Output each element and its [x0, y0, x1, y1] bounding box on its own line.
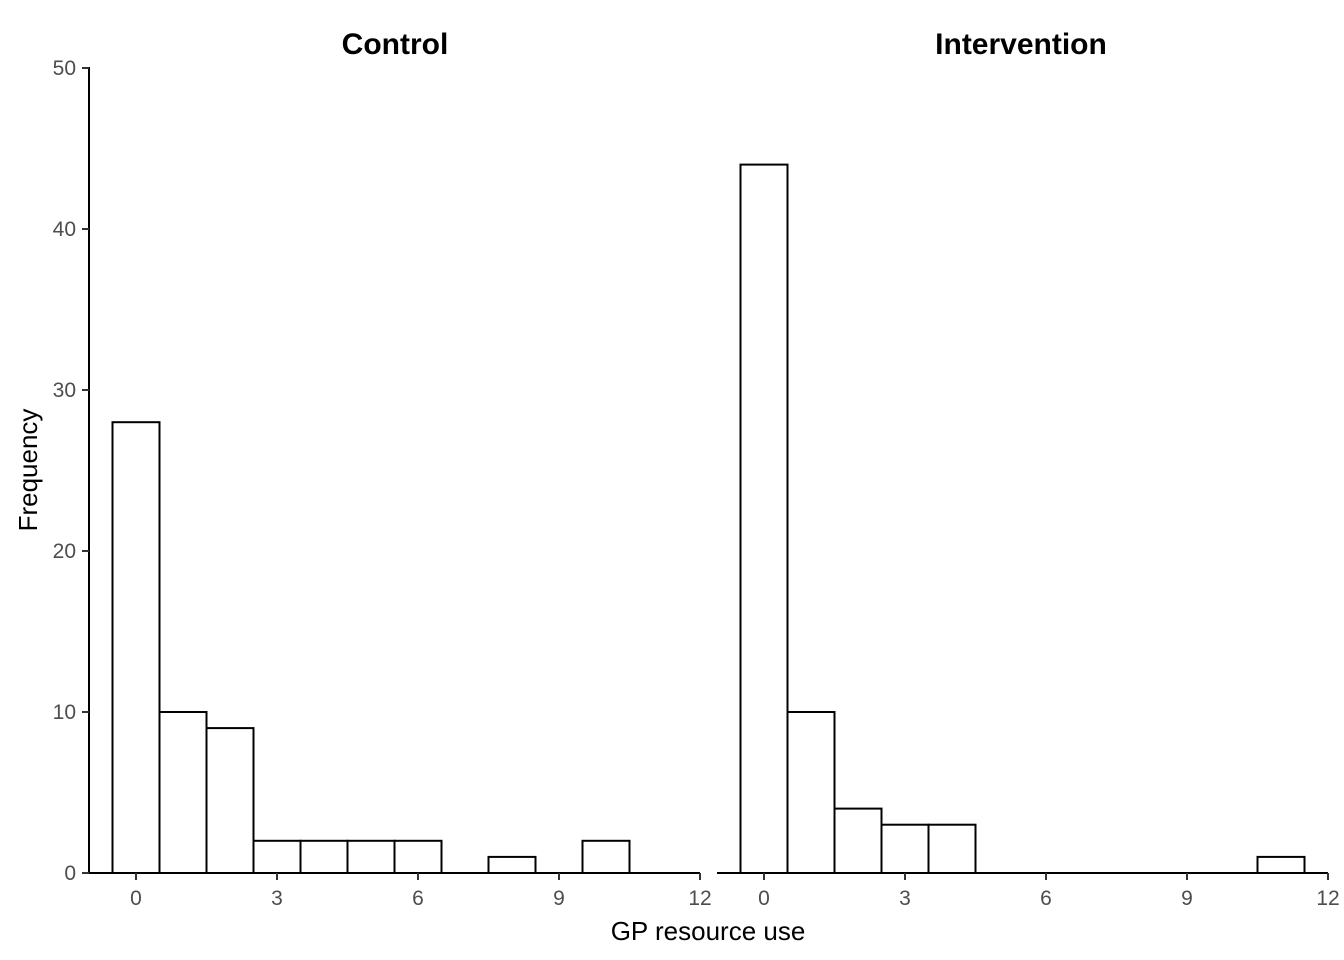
y-tick-label-10: 10 — [53, 701, 76, 724]
control-panel: Control 0 3 6 9 12 0 10 20 30 40 50 — [53, 28, 712, 910]
intervention-bar-1 — [786, 711, 836, 874]
control-bar-2 — [205, 727, 255, 874]
y-tick-label-40: 40 — [53, 218, 76, 241]
intervention-bar-2 — [833, 807, 883, 874]
intervention-bar-11 — [1256, 855, 1306, 875]
y-axis-title: Frequency — [13, 409, 43, 532]
control-panel-title: Control — [342, 28, 449, 61]
control-x-tick-label-12: 12 — [688, 887, 711, 910]
control-x-tick-label-6: 6 — [412, 887, 424, 910]
intervention-x-tick-label-12: 12 — [1316, 887, 1339, 910]
control-x-tick-label-0: 0 — [130, 887, 142, 910]
control-bar-3 — [252, 839, 302, 874]
control-bar-0 — [111, 421, 161, 874]
intervention-x-tick-label-6: 6 — [1040, 887, 1052, 910]
y-tick-label-30: 30 — [53, 379, 76, 402]
intervention-panel: Intervention 0 3 6 9 12 — [717, 28, 1340, 910]
y-tick-label-0: 0 — [64, 862, 76, 885]
control-x-tick-label-3: 3 — [271, 887, 283, 910]
intervention-panel-title: Intervention — [935, 28, 1107, 61]
control-bar-6 — [393, 839, 443, 874]
control-bar-10 — [581, 839, 631, 874]
control-bar-1 — [158, 711, 208, 874]
intervention-bar-4 — [927, 823, 977, 875]
x-axis-title: GP resource use — [611, 916, 806, 946]
control-bar-5 — [346, 839, 396, 874]
intervention-x-tick-label-3: 3 — [899, 887, 911, 910]
intervention-x-tick-label-9: 9 — [1181, 887, 1193, 910]
control-bar-8 — [487, 855, 537, 875]
intervention-bar-0 — [739, 163, 789, 875]
y-tick-label-50: 50 — [53, 57, 76, 80]
intervention-bar-3 — [880, 823, 930, 875]
intervention-x-tick-label-0: 0 — [758, 887, 770, 910]
control-bar-4 — [299, 839, 349, 874]
y-tick-label-20: 20 — [53, 540, 76, 563]
control-x-tick-label-9: 9 — [553, 887, 565, 910]
